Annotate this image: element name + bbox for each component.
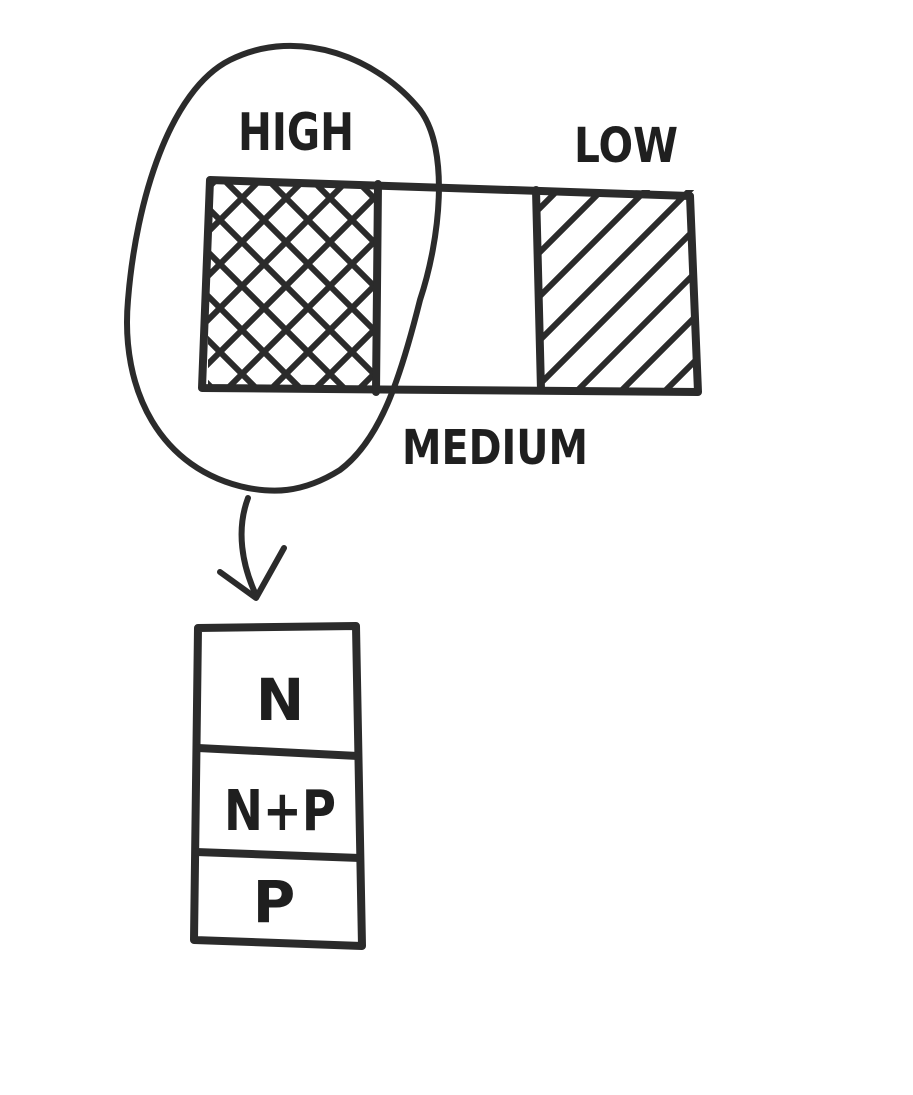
label-medium: MEDIUM: [402, 420, 588, 476]
segment-high: [208, 182, 380, 388]
arrowhead-icon: [217, 545, 287, 601]
stack-divider-2: [192, 848, 364, 862]
stack-row-np: N+P: [224, 779, 336, 844]
label-low: LOW: [574, 118, 678, 174]
stack-outline: [190, 622, 366, 950]
breakdown-stack: N N+P P: [190, 622, 366, 950]
bar-outline: [198, 176, 702, 396]
category-bar: [198, 176, 702, 396]
stack-divider-1: [194, 744, 362, 760]
highlight-loop: [124, 43, 442, 494]
divider-medium-low: [532, 186, 545, 394]
divider-high-medium: [372, 180, 382, 396]
stack-row-n: N: [256, 666, 305, 734]
arrow-down: [238, 495, 259, 598]
stack-row-p: P: [253, 868, 296, 936]
segment-low: [538, 190, 694, 390]
label-high: HIGH: [238, 103, 354, 163]
